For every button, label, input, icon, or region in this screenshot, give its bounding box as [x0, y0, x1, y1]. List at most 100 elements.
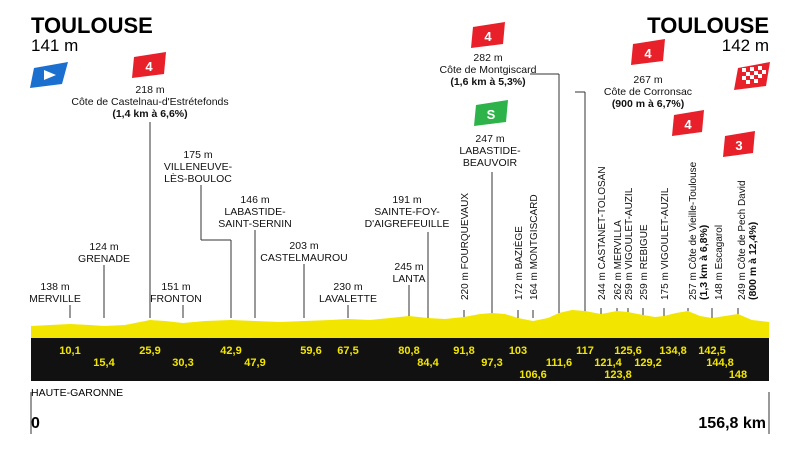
climb-cat4-corronsac: 4 267 m Côte de Corronsac (900 m à 6,7%): [604, 39, 692, 110]
svg-text:CASTELMAUROU: CASTELMAUROU: [260, 252, 348, 264]
km-marker: 91,8: [453, 345, 474, 357]
sprint-altitude: 247 m: [475, 133, 504, 145]
climb-category-icon: [723, 131, 755, 157]
finish-flag-icon: [734, 62, 770, 90]
town-montgiscard: 164 m MONTGISCARD: [529, 194, 540, 300]
towns: 138 m MERVILLE 124 m GRENADE 151 m FRONT…: [29, 149, 449, 305]
climb-info: (1,3 km à 6,8%): [698, 225, 710, 300]
town-castelmaurou: 203 m CASTELMAUROU: [260, 240, 348, 264]
km-markers: 10,1 25,9 42,9 59,6 67,5 80,8 91,8 103 1…: [59, 345, 747, 381]
climb-info: (800 m à 12,4%): [747, 222, 759, 300]
vertical-towns: 220 m FOURQUEVAUX 172 m BAZIÈGE 164 m MO…: [460, 166, 725, 300]
svg-text:146 m: 146 m: [240, 194, 269, 206]
svg-text:FRONTON: FRONTON: [150, 293, 202, 305]
svg-text:LÈS-BOULOC: LÈS-BOULOC: [164, 172, 232, 185]
svg-text:LABASTIDE-: LABASTIDE-: [224, 206, 286, 218]
intermediate-sprint: S 247 m LABASTIDE- BEAUVOIR: [459, 100, 521, 169]
climb-info: (1,6 km à 5,3%): [450, 76, 525, 88]
svg-text:D'AIGREFEUILLE: D'AIGREFEUILLE: [365, 218, 450, 230]
finish-city: TOULOUSE: [647, 13, 769, 38]
svg-text:138 m: 138 m: [40, 281, 69, 293]
climb-category: 3: [735, 138, 742, 153]
town-vigoulet-auzil: 259 m VIGOULET-AUZIL: [624, 187, 635, 300]
sprint-label: S: [487, 107, 496, 122]
climb-info: (1,4 km à 6,6%): [112, 108, 187, 120]
km-marker: 144,8: [706, 357, 734, 369]
climb-altitude: 218 m: [135, 84, 164, 96]
climb-altitude-name: 257 m Côte de Vieille-Toulouse: [688, 161, 699, 300]
climb-category: 4: [644, 46, 652, 61]
km-marker: 123,8: [604, 369, 632, 381]
town-grenade: 124 m GRENADE: [78, 241, 130, 265]
climb-altitude: 267 m: [633, 74, 662, 86]
climb-category-icon: [631, 39, 665, 65]
km-marker: 134,8: [659, 345, 687, 357]
climb-category-icon: [132, 52, 166, 78]
svg-text:LAVALETTE: LAVALETTE: [319, 293, 377, 305]
km-marker: 117: [576, 345, 594, 357]
svg-text:GRENADE: GRENADE: [78, 253, 130, 265]
km-marker: 142,5: [698, 345, 726, 357]
climb-cat4-castelnau: 4 218 m Côte de Castelnau-d'Estrétefonds…: [71, 52, 229, 120]
climb-cat4-montgiscard: 4 282 m Côte de Montgiscard (1,6 km à 5,…: [440, 22, 537, 88]
region-label: HAUTE-GARONNE: [31, 387, 123, 399]
km-marker: 15,4: [93, 357, 115, 369]
climb-category: 4: [684, 117, 692, 132]
climb-name: Côte de Montgiscard: [440, 64, 537, 76]
km-marker: 125,6: [614, 345, 642, 357]
start-altitude: 141 m: [31, 36, 78, 55]
town-fronton: 151 m FRONTON: [150, 281, 202, 305]
svg-text:230 m: 230 m: [333, 281, 362, 293]
town-lavalette: 230 m LAVALETTE: [319, 281, 377, 305]
km-marker: 111,6: [546, 357, 572, 369]
town-escagarol: 148 m Escagarol: [714, 225, 725, 300]
svg-text:SAINTE-FOY-: SAINTE-FOY-: [374, 206, 440, 218]
climb-cat3-pech-david: 3 249 m Côte de Pech David (800 m à 12,4…: [723, 131, 759, 300]
km-marker: 59,6: [300, 345, 321, 357]
svg-text:MERVILLE: MERVILLE: [29, 293, 81, 305]
town-sainte-foy-daigrefeuille: 191 m SAINTE-FOY- D'AIGREFEUILLE: [365, 194, 450, 230]
km-marker: 67,5: [337, 345, 358, 357]
climb-category: 4: [484, 29, 492, 44]
svg-text:245 m: 245 m: [394, 261, 423, 273]
climb-category-icon: [672, 110, 704, 136]
climb-category: 4: [145, 59, 153, 74]
town-merville: 138 m MERVILLE: [29, 281, 81, 305]
distance-start: 0: [31, 415, 40, 432]
svg-text:124 m: 124 m: [89, 241, 118, 253]
km-marker: 103: [509, 345, 527, 357]
start-flag-icon: [30, 62, 68, 88]
town-rebigue: 259 m REBIGUE: [639, 224, 650, 300]
km-marker: 97,3: [481, 357, 502, 369]
town-labastide-saint-sernin: 146 m LABASTIDE- SAINT-SERNIN: [218, 194, 292, 230]
svg-text:175 m: 175 m: [183, 149, 212, 161]
km-marker: 25,9: [139, 345, 160, 357]
distance-band: [31, 338, 769, 381]
town-vigoulet-auzil-2: 175 m VIGOULET-AUZIL: [660, 187, 671, 300]
km-marker: 80,8: [398, 345, 419, 357]
km-marker: 129,2: [634, 357, 662, 369]
climb-cat4-vieille-toulouse: 4 257 m Côte de Vieille-Toulouse (1,3 km…: [672, 110, 710, 300]
town-lanta: 245 m LANTA: [392, 261, 425, 285]
km-marker: 121,4: [594, 357, 622, 369]
km-marker: 42,9: [220, 345, 241, 357]
svg-text:SAINT-SERNIN: SAINT-SERNIN: [218, 218, 292, 230]
sprint-place: LABASTIDE-: [459, 145, 521, 157]
km-marker: 84,4: [417, 357, 439, 369]
svg-text:VILLENEUVE-: VILLENEUVE-: [164, 161, 233, 173]
km-marker: 148: [729, 369, 747, 381]
town-mervilla: 262 m MERVILLA: [613, 220, 624, 300]
elevation-profile: [31, 310, 769, 338]
km-marker: 106,6: [519, 369, 547, 381]
finish-altitude: 142 m: [722, 36, 769, 55]
distance-end: 156,8 km: [698, 415, 766, 432]
town-baziege: 172 m BAZIÈGE: [512, 226, 525, 300]
svg-text:LANTA: LANTA: [392, 273, 425, 285]
sprint-place: BEAUVOIR: [463, 157, 518, 169]
town-castanet-tolosan: 244 m CASTANET-TOLOSAN: [597, 166, 608, 300]
svg-text:191 m: 191 m: [392, 194, 421, 206]
start-city: TOULOUSE: [31, 13, 153, 38]
km-marker: 47,9: [244, 357, 265, 369]
climb-category-icon: [471, 22, 505, 48]
